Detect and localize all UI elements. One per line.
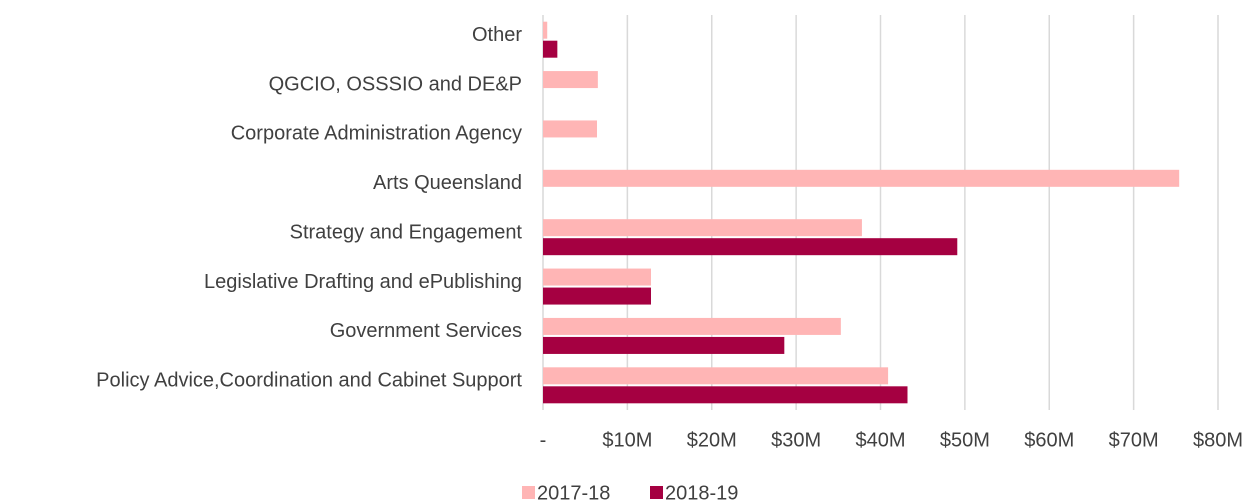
y-tick-label: Strategy and Engagement [290, 221, 523, 243]
bar [543, 120, 597, 138]
legend-swatch [522, 486, 535, 499]
x-tick-label: $40M [855, 429, 905, 451]
x-tick-label: $30M [771, 429, 821, 451]
x-tick-label: $50M [940, 429, 990, 451]
legend-label: 2017-18 [537, 482, 610, 503]
y-tick-label: Corporate Administration Agency [231, 123, 522, 145]
legend-swatch [650, 486, 663, 499]
bar [543, 219, 862, 237]
x-tick-label: $20M [687, 429, 737, 451]
bar [543, 238, 958, 256]
bar [543, 336, 785, 354]
x-tick-label: $70M [1109, 429, 1159, 451]
y-tick-label: Legislative Drafting and ePublishing [204, 271, 522, 293]
bar [543, 386, 908, 404]
y-tick-label: Other [472, 24, 522, 46]
bar [543, 287, 651, 305]
y-tick-label: Arts Queensland [373, 172, 522, 194]
bar [543, 21, 548, 39]
y-tick-label: Policy Advice,Coordination and Cabinet S… [96, 370, 522, 392]
x-tick-label: $60M [1024, 429, 1074, 451]
bar [543, 71, 598, 89]
x-tick-label: - [540, 429, 547, 451]
y-tick-label: Government Services [330, 320, 522, 342]
legend-label: 2018-19 [665, 482, 738, 503]
bar [543, 367, 889, 385]
x-tick-label: $80M [1193, 429, 1243, 451]
bar [543, 169, 1180, 187]
bar [543, 40, 558, 58]
bar [543, 268, 651, 286]
y-tick-label: QGCIO, OSSSIO and DE&P [269, 73, 522, 95]
bar [543, 317, 841, 335]
x-tick-label: $10M [602, 429, 652, 451]
